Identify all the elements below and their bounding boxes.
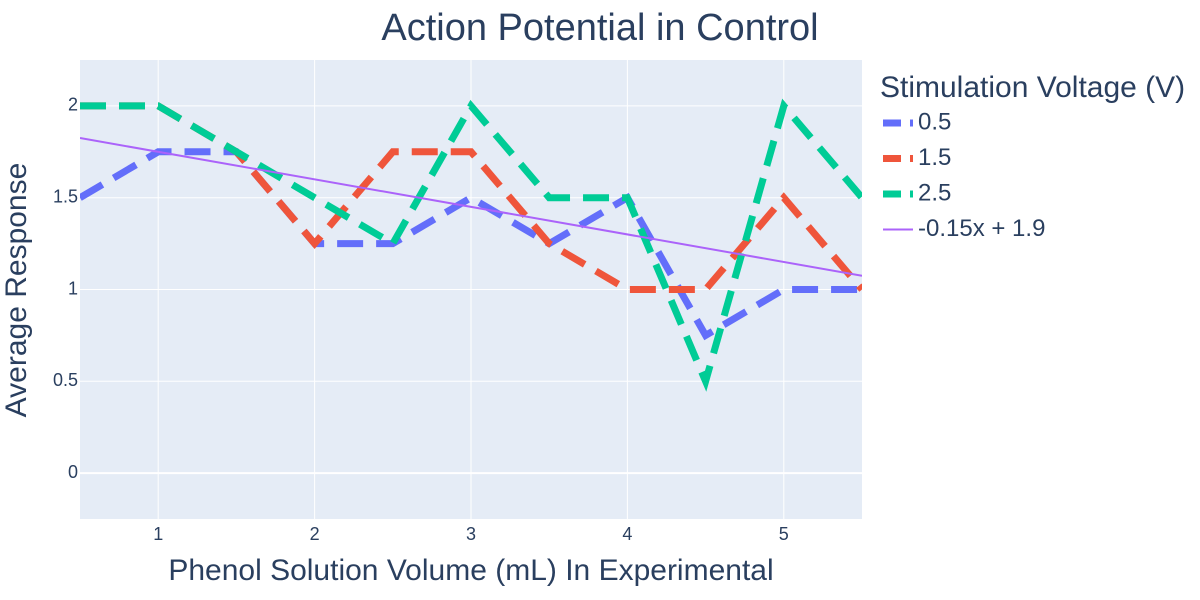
x-tick-label: 3	[466, 524, 476, 544]
y-tick-label: 0.5	[53, 370, 78, 390]
x-tick-label: 4	[622, 524, 632, 544]
y-tick-label: 1.5	[53, 186, 78, 206]
data-series	[80, 98, 862, 392]
x-tick-label: 5	[779, 524, 789, 544]
legend-item-label: 2.5	[918, 179, 951, 206]
x-tick-label: 2	[310, 524, 320, 544]
series-line	[80, 98, 862, 392]
x-axis-title: Phenol Solution Volume (mL) In Experimen…	[168, 554, 773, 587]
y-axis-ticks: 0 0.5 1 1.5 2	[53, 95, 78, 482]
legend-title: Stimulation Voltage (V)	[880, 71, 1185, 104]
y-tick-label: 2	[68, 95, 78, 115]
trend-line	[80, 137, 862, 277]
legend-item-label: -0.15x + 1.9	[918, 215, 1045, 242]
series-line	[80, 148, 862, 341]
legend-item-label: 1.5	[918, 144, 951, 171]
x-tick-label: 1	[153, 524, 163, 544]
y-axis-title: Average Response	[0, 163, 33, 418]
legend-item-label: 0.5	[918, 108, 951, 135]
y-tick-label: 0	[68, 462, 78, 482]
chart-title: Action Potential in Control	[381, 7, 818, 49]
x-axis-ticks: 1 2 3 4 5	[153, 524, 789, 544]
y-tick-label: 1	[68, 278, 78, 298]
legend: Stimulation Voltage (V) 0.5 1.5 2.5 -0.15x …	[880, 71, 1185, 242]
